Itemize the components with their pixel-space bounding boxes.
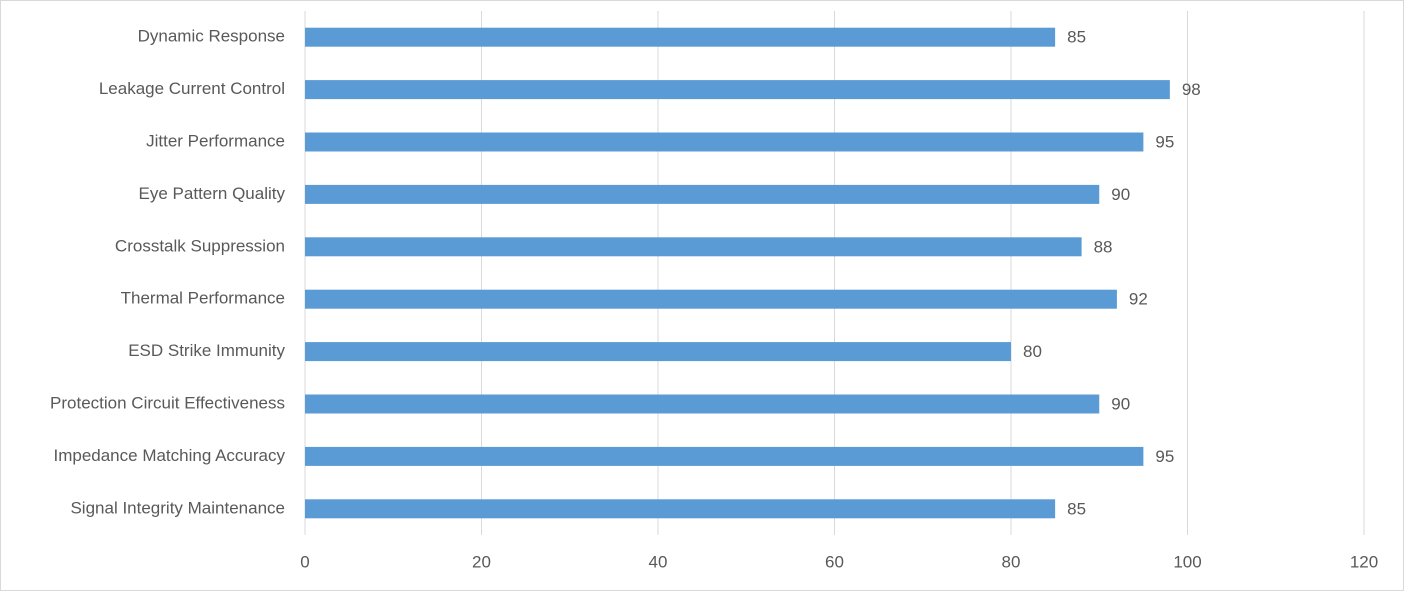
data-label: 90: [1111, 394, 1130, 413]
bar: [305, 499, 1056, 519]
y-tick-label: Leakage Current Control: [99, 79, 285, 98]
y-tick-label: Signal Integrity Maintenance: [70, 498, 285, 517]
data-label: 88: [1094, 237, 1113, 256]
x-tick-label: 100: [1173, 552, 1201, 571]
y-tick-label: Protection Circuit Effectiveness: [50, 393, 285, 412]
bar: [305, 132, 1144, 152]
y-tick-label: Dynamic Response: [138, 27, 285, 46]
x-tick-label: 40: [649, 552, 668, 571]
bar: [305, 394, 1100, 414]
x-tick-label: 20: [472, 552, 491, 571]
bar: [305, 80, 1170, 100]
y-tick-label: Crosstalk Suppression: [115, 236, 285, 255]
y-tick-label: ESD Strike Immunity: [128, 341, 285, 360]
bar: [305, 184, 1100, 204]
y-tick-label: Impedance Matching Accuracy: [53, 446, 285, 465]
data-label: 95: [1155, 132, 1174, 151]
data-label: 85: [1067, 499, 1086, 518]
data-label: 85: [1067, 28, 1086, 47]
x-tick-label: 0: [300, 552, 309, 571]
data-label: 95: [1155, 447, 1174, 466]
data-label: 98: [1182, 80, 1201, 99]
y-tick-label: Eye Pattern Quality: [139, 184, 286, 203]
bar: [305, 27, 1056, 47]
bar: [305, 289, 1117, 309]
x-tick-label: 60: [825, 552, 844, 571]
bar: [305, 446, 1144, 466]
y-tick-label: Jitter Performance: [146, 131, 285, 150]
y-tick-label: Thermal Performance: [121, 289, 285, 308]
x-tick-label: 120: [1350, 552, 1378, 571]
bar: [305, 237, 1082, 257]
data-label: 92: [1129, 290, 1148, 309]
data-label: 80: [1023, 342, 1042, 361]
data-label: 90: [1111, 185, 1130, 204]
x-tick-label: 80: [1002, 552, 1021, 571]
bar: [305, 342, 1011, 362]
